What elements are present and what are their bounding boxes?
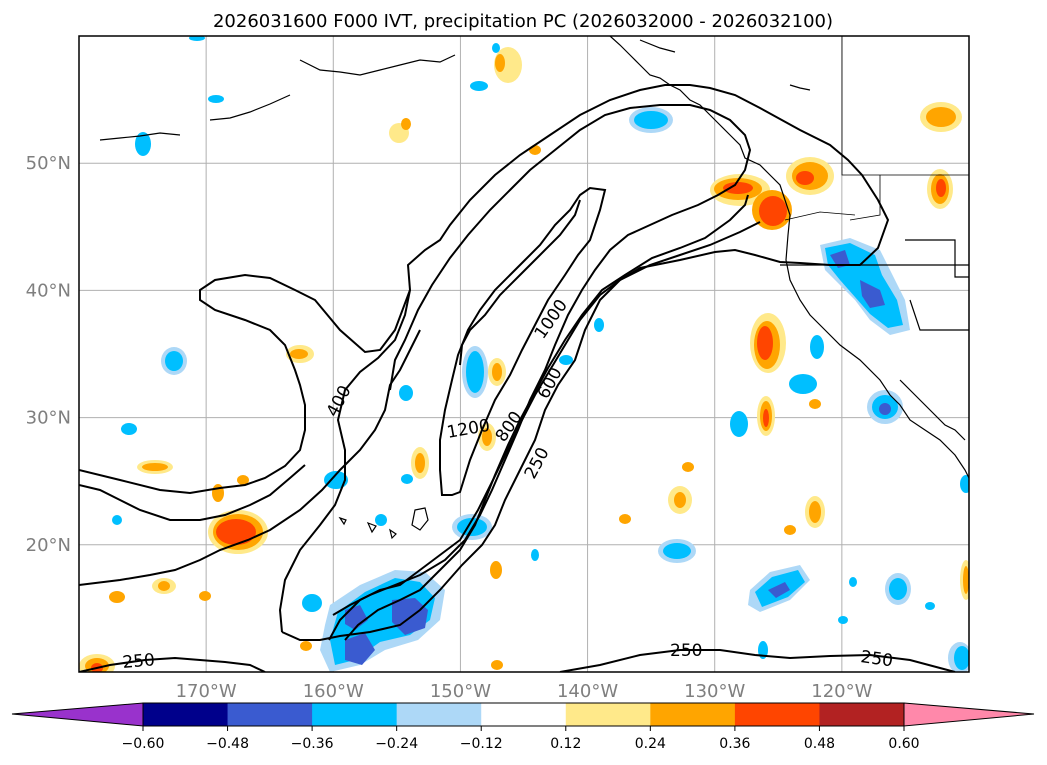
colorbar-bin	[312, 703, 398, 726]
precip-positive-blob	[137, 460, 173, 474]
ivt-contour-250-south	[559, 649, 956, 672]
figure-title: 2026031600 F000 IVT, precipitation PC (2…	[213, 11, 833, 32]
precip-negative-blob	[462, 346, 488, 398]
colorbar-bin	[143, 703, 229, 726]
colorbar-tick-label: 0.24	[635, 736, 666, 752]
ivt-contour-250	[79, 84, 890, 641]
ivt-contour-250-south	[79, 656, 266, 672]
colorbar-bin	[819, 703, 905, 726]
islands	[338, 39, 811, 540]
precip-negative-blob	[658, 539, 696, 563]
precip-positive-blob	[286, 345, 314, 363]
lat-label: 30°N	[26, 408, 71, 429]
colorbar-tick-label: 0.48	[804, 736, 835, 752]
colorbar: −0.60 −0.48 −0.36 −0.24 −0.12 0.12 0.24 0.36 0.4…	[11, 702, 1035, 752]
ivt-contour-250	[79, 464, 306, 521]
colorbar-tick-label: −0.48	[206, 736, 249, 752]
ivt-label: 250	[859, 647, 894, 671]
lat-label: 20°N	[26, 535, 71, 556]
colorbar-tick-label: 0.36	[719, 736, 750, 752]
precip-negative-blob	[867, 390, 903, 424]
precip-negative-blob-small	[112, 36, 969, 659]
colorbar-bin	[227, 703, 313, 726]
longitude-labels: 170°W 160°W 150°W 140°W 130°W 120°W	[176, 681, 873, 702]
precip-positive-blob	[960, 560, 969, 600]
lon-label: 140°W	[557, 681, 618, 702]
lat-label: 50°N	[26, 153, 71, 174]
precip-negative-blob	[748, 565, 810, 612]
graticule	[79, 36, 969, 672]
colorbar-tick-label: 0.60	[888, 736, 919, 752]
map-panel: 250 400 600 800 1000 1200 250 250 250	[78, 35, 970, 673]
colorbar-over-arrow	[903, 702, 1035, 727]
precip-positive-blob	[757, 396, 775, 436]
precip-positive-blob	[927, 169, 953, 209]
colorbar-bin	[396, 703, 482, 726]
ivt-contour-inner	[332, 104, 752, 616]
ivt-contour-400	[278, 289, 411, 633]
colorbar-tick-label: −0.12	[460, 736, 503, 752]
precip-positive-blob	[920, 102, 962, 132]
precip-positive-blob	[668, 486, 692, 514]
lat-label: 40°N	[26, 280, 71, 301]
precip-positive-blob	[208, 510, 268, 554]
precip-positive-blob	[488, 358, 506, 386]
ivt-label: 250	[122, 650, 156, 673]
colorbar-tick-label: −0.60	[122, 736, 165, 752]
ivt-contours	[79, 84, 956, 672]
ivt-label: 250	[670, 641, 702, 661]
precip-negative-blob	[629, 107, 673, 133]
ivt-contour-1200	[439, 186, 607, 496]
precip-negative-blob	[320, 570, 445, 672]
precip-negative-blob	[885, 573, 911, 605]
precip-positive-blob	[411, 447, 429, 479]
state-borders	[784, 36, 969, 221]
precip-positive-blob	[752, 190, 792, 230]
map-background	[79, 36, 969, 672]
colorbar-tick-label: 0.12	[550, 736, 581, 752]
lon-label: 150°W	[430, 681, 491, 702]
colorbar-frame	[142, 702, 905, 727]
colorbar-tick-label: −0.24	[375, 736, 418, 752]
lon-label: 130°W	[684, 681, 745, 702]
precip-positive-blob	[494, 47, 522, 83]
latitude-labels: 20°N 30°N 40°N 50°N	[26, 153, 71, 556]
precip-positive-blob	[805, 496, 825, 528]
colorbar-bin	[565, 703, 651, 726]
precip-positive-blob	[786, 157, 834, 195]
precip-negative-blob	[948, 642, 969, 672]
colorbar-tick-label: −0.36	[291, 736, 334, 752]
map-frame	[78, 35, 970, 673]
precip-negative-blob	[161, 347, 187, 375]
colorbar-bin	[481, 703, 567, 726]
lon-label: 170°W	[176, 681, 237, 702]
lon-label: 160°W	[303, 681, 364, 702]
precip-positive-blob	[710, 174, 770, 206]
colorbar-bin	[734, 703, 820, 726]
colorbar-under-arrow	[11, 702, 144, 727]
precip-positive-blob	[750, 313, 786, 373]
colorbar-bin	[650, 703, 736, 726]
lon-label: 120°W	[811, 681, 872, 702]
precip-positive-blob	[389, 118, 411, 143]
